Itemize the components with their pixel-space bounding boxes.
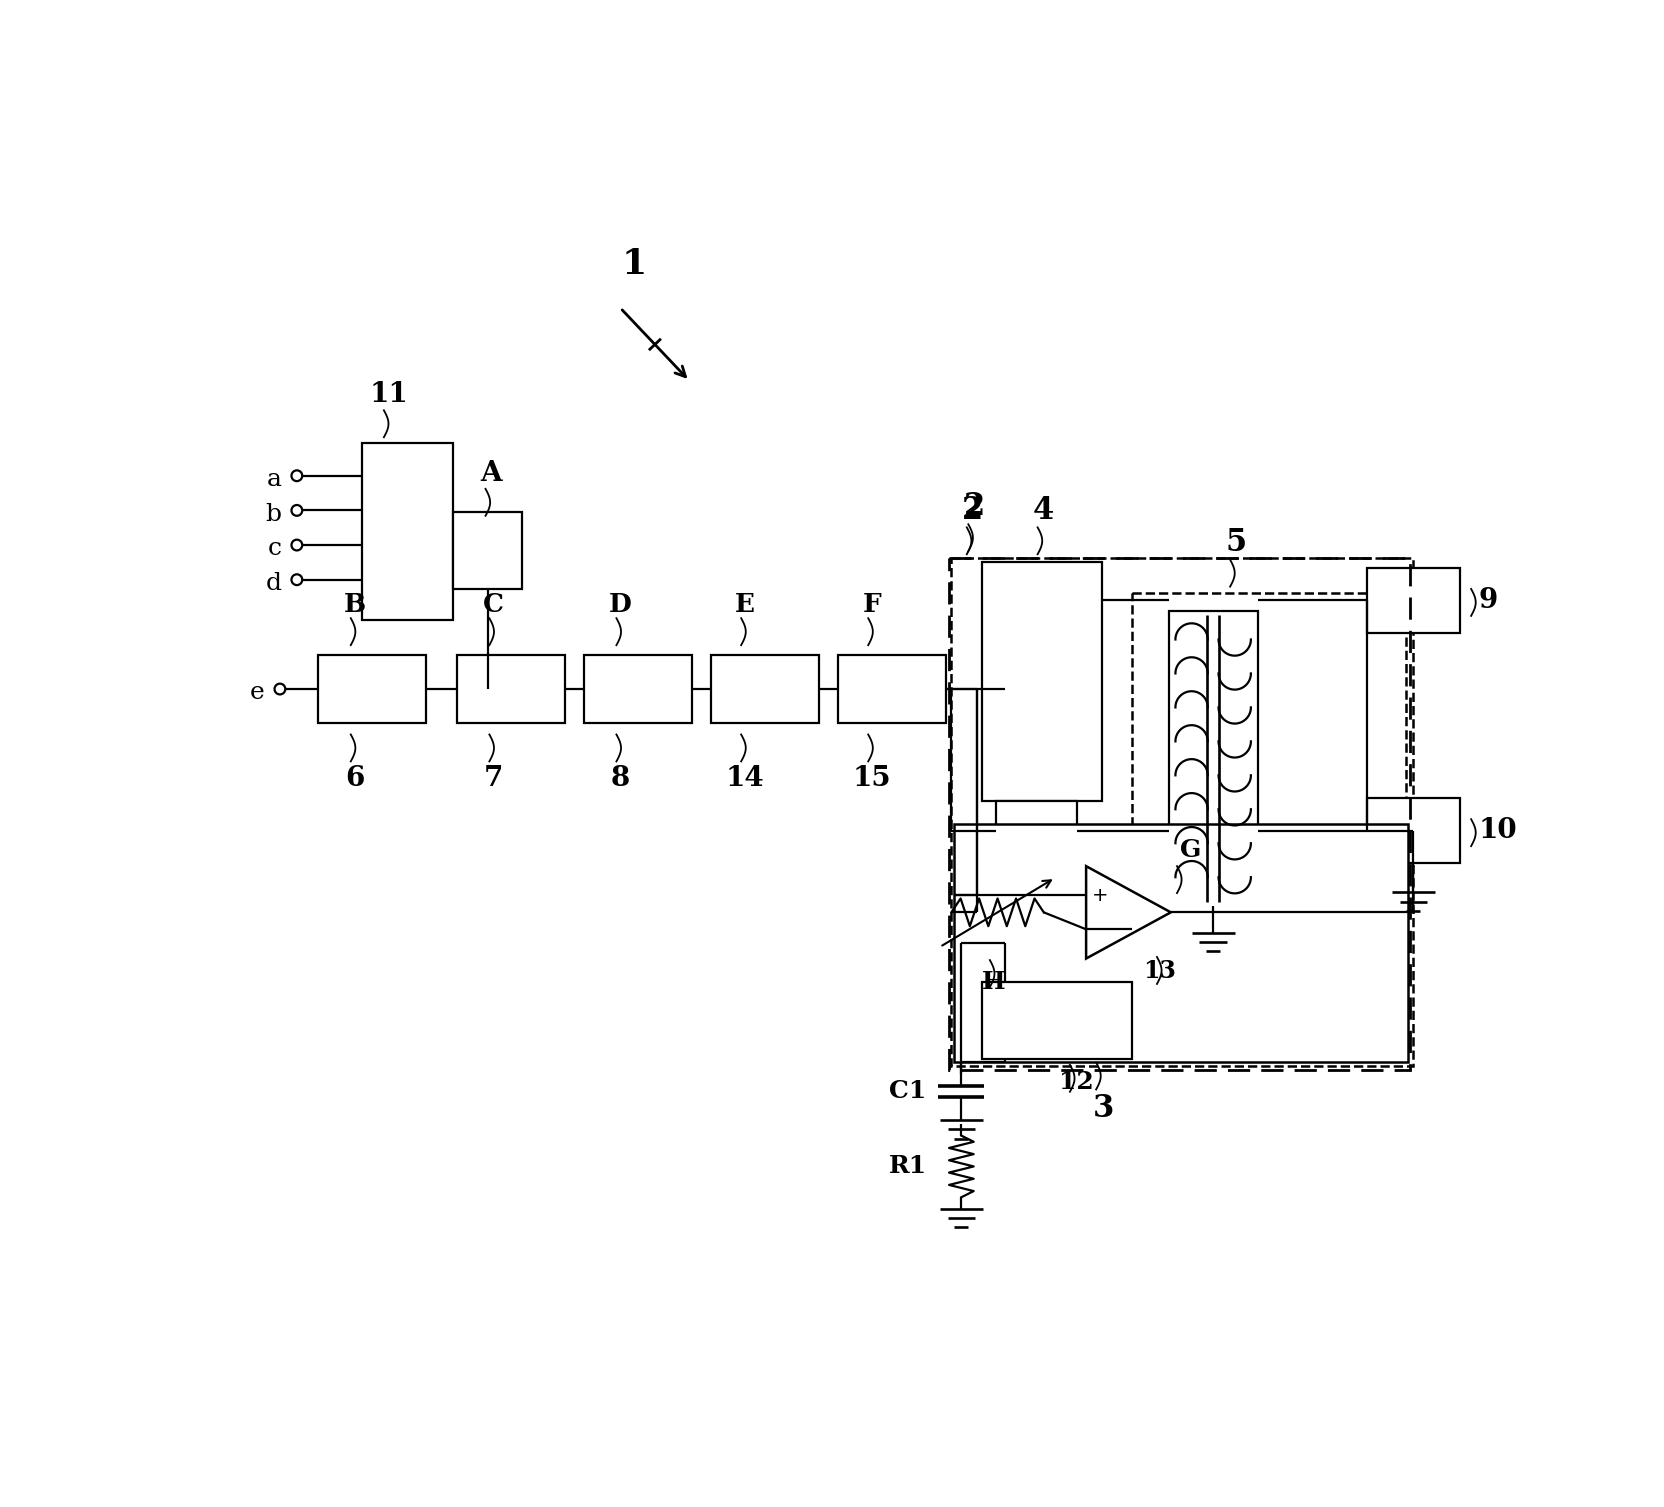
Bar (711, 656, 819, 723)
Text: B: B (343, 592, 366, 616)
Bar (1368, 568, 1459, 633)
Text: 3: 3 (1093, 1093, 1115, 1124)
Text: 14: 14 (726, 766, 764, 793)
Text: 2: 2 (962, 494, 983, 526)
Text: G: G (1180, 838, 1201, 862)
Text: D: D (609, 592, 632, 616)
Text: e: e (250, 681, 265, 704)
Bar (1132, 592, 1406, 939)
Text: 1: 1 (621, 247, 647, 280)
Text: 9: 9 (1479, 588, 1498, 613)
Bar (982, 981, 1132, 1058)
Bar (584, 656, 692, 723)
Text: d: d (266, 573, 281, 595)
Bar (948, 558, 1409, 1070)
Text: c: c (268, 538, 281, 561)
Text: 15: 15 (852, 766, 892, 793)
Text: −: − (1092, 919, 1108, 939)
Text: b: b (266, 503, 281, 526)
Text: 12: 12 (1058, 1070, 1093, 1094)
Bar (953, 824, 1408, 1062)
Text: 7: 7 (484, 766, 503, 793)
Bar (982, 562, 1102, 800)
Text: R1: R1 (889, 1154, 927, 1178)
Text: E: E (735, 592, 755, 616)
Text: C: C (483, 592, 504, 616)
Bar (458, 656, 564, 723)
Bar (1368, 799, 1459, 864)
Text: +: + (1092, 886, 1108, 904)
Text: 2: 2 (963, 491, 985, 521)
Text: A: A (481, 460, 503, 487)
Text: F: F (862, 592, 882, 616)
Text: 4: 4 (1033, 494, 1055, 526)
Bar (839, 656, 945, 723)
Text: 8: 8 (611, 766, 631, 793)
Bar (1168, 610, 1258, 906)
Text: 10: 10 (1479, 817, 1518, 844)
Text: C1: C1 (890, 1079, 927, 1103)
Bar (453, 512, 522, 589)
Text: 13: 13 (1143, 958, 1176, 983)
Bar (363, 443, 453, 619)
Text: 6: 6 (344, 766, 364, 793)
Text: 5: 5 (1226, 527, 1246, 558)
Bar (997, 800, 1077, 860)
Text: 11: 11 (369, 381, 409, 408)
Bar (952, 558, 1413, 1067)
Text: H: H (982, 971, 1005, 995)
Text: a: a (266, 469, 281, 491)
Bar (318, 656, 426, 723)
